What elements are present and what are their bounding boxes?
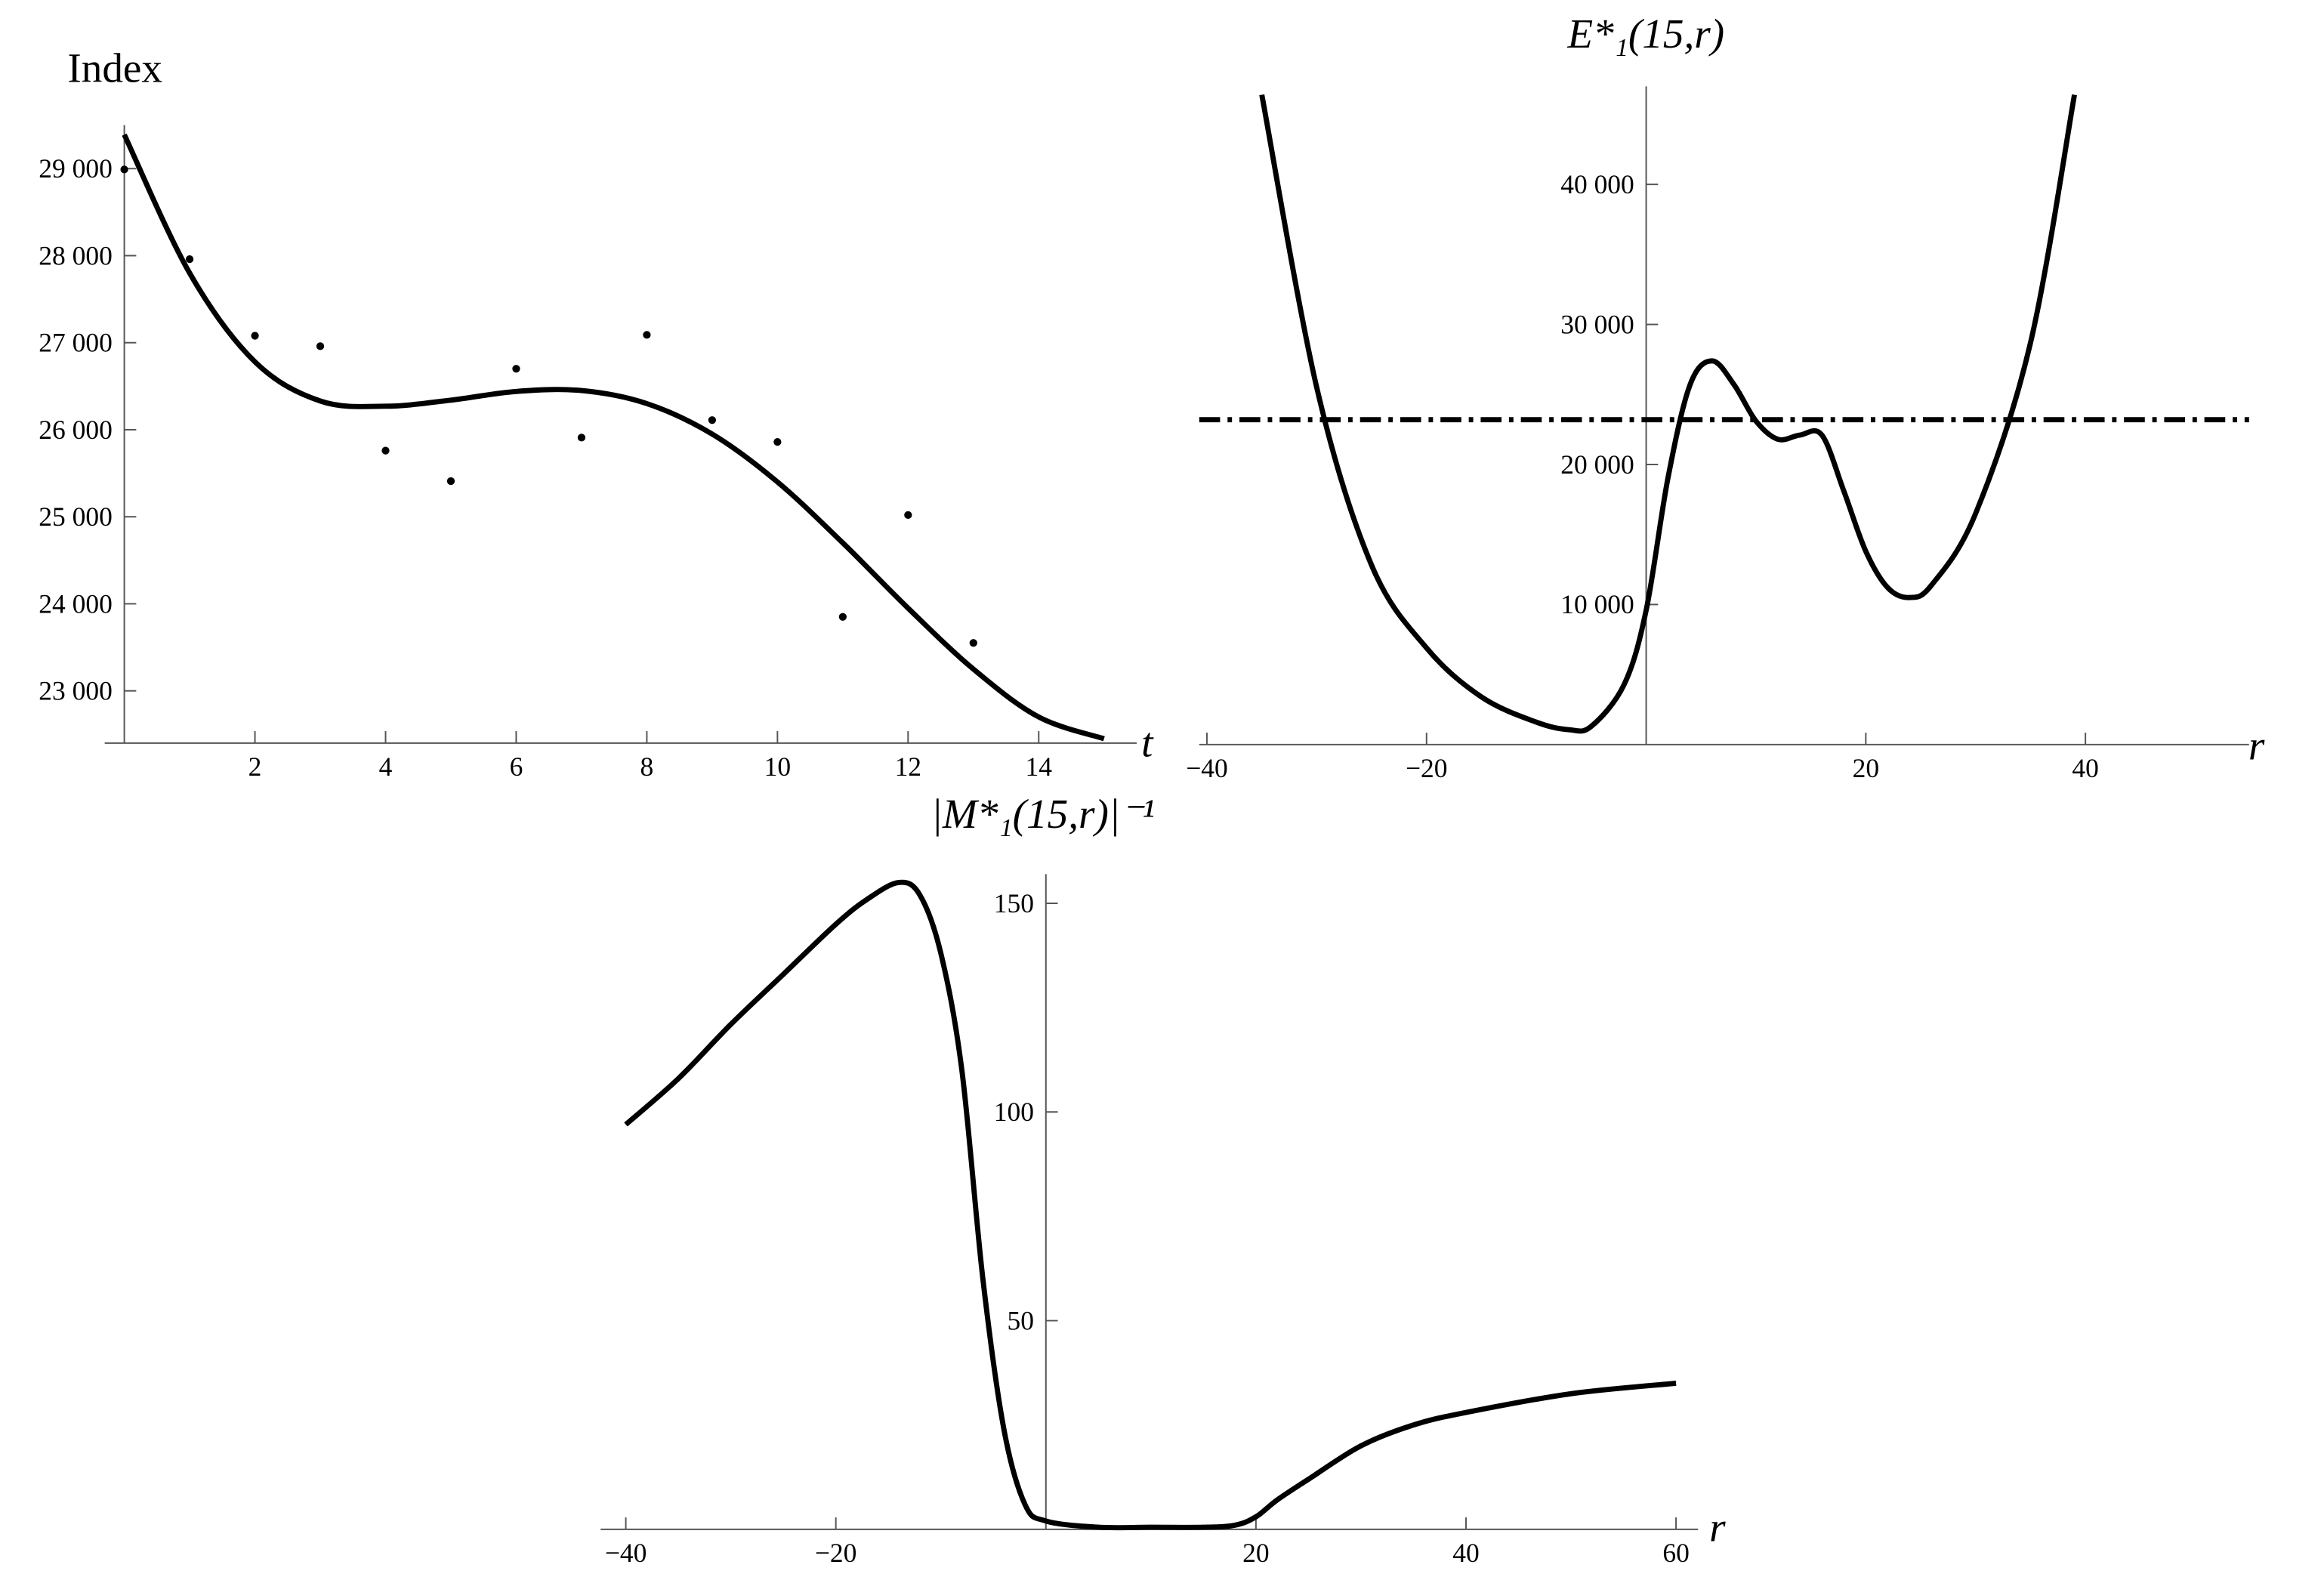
x-tick-label: −40 bbox=[1186, 753, 1227, 783]
x-tick-label: 12 bbox=[895, 752, 921, 782]
y-tick-label: 23 000 bbox=[39, 676, 113, 706]
data-point bbox=[643, 331, 651, 339]
chart-title: E*₁(15,r) bbox=[1566, 11, 1724, 57]
x-axis-label: t bbox=[1141, 720, 1154, 766]
data-point bbox=[969, 639, 977, 647]
data-point bbox=[446, 477, 455, 486]
x-tick-label: 40 bbox=[2072, 753, 2098, 783]
y-tick-label: 28 000 bbox=[39, 240, 113, 270]
curve bbox=[122, 133, 1105, 742]
data-point bbox=[185, 255, 194, 264]
data-point bbox=[381, 446, 390, 455]
data-point bbox=[838, 613, 847, 621]
data-point bbox=[316, 342, 325, 350]
y-tick-label: 24 000 bbox=[39, 588, 113, 619]
curve bbox=[1259, 94, 2078, 734]
x-axis-label: r bbox=[1709, 1505, 1726, 1551]
x-axis-label: r bbox=[2248, 723, 2265, 769]
data-point bbox=[251, 332, 259, 340]
x-tick-label: −20 bbox=[1406, 753, 1447, 783]
x-tick-label: 8 bbox=[640, 752, 654, 782]
x-tick-label: 40 bbox=[1452, 1538, 1479, 1568]
x-tick-label: 14 bbox=[1026, 752, 1053, 782]
x-tick-label: −40 bbox=[605, 1538, 647, 1568]
chart-title: |M*₁(15,r)|⁻¹ bbox=[931, 791, 1155, 837]
data-point bbox=[904, 511, 912, 520]
x-tick-label: 6 bbox=[510, 752, 523, 782]
y-tick-label: 50 bbox=[1008, 1305, 1034, 1335]
data-point bbox=[512, 365, 520, 373]
data-point bbox=[120, 165, 128, 174]
y-tick-label: 20 000 bbox=[1560, 449, 1634, 480]
x-tick-label: 2 bbox=[248, 752, 262, 782]
y-tick-label: 30 000 bbox=[1560, 309, 1634, 339]
y-tick-label: 26 000 bbox=[39, 415, 113, 445]
y-tick-label: 29 000 bbox=[39, 153, 113, 184]
x-tick-label: 4 bbox=[379, 752, 393, 782]
data-point bbox=[708, 416, 717, 424]
data-point bbox=[577, 434, 586, 442]
chart-title: Index bbox=[67, 45, 162, 91]
x-tick-label: 20 bbox=[1853, 753, 1879, 783]
y-tick-label: 10 000 bbox=[1560, 589, 1634, 619]
curve bbox=[624, 879, 1677, 1531]
y-tick-label: 150 bbox=[994, 888, 1034, 918]
y-tick-label: 40 000 bbox=[1560, 169, 1634, 199]
x-tick-label: 60 bbox=[1662, 1538, 1689, 1568]
x-tick-label: −20 bbox=[815, 1538, 856, 1568]
data-point bbox=[773, 437, 782, 446]
x-tick-label: 10 bbox=[764, 752, 791, 782]
y-tick-label: 100 bbox=[994, 1097, 1034, 1127]
x-tick-label: 20 bbox=[1242, 1538, 1269, 1568]
y-tick-label: 25 000 bbox=[39, 502, 113, 532]
y-tick-label: 27 000 bbox=[39, 328, 113, 358]
